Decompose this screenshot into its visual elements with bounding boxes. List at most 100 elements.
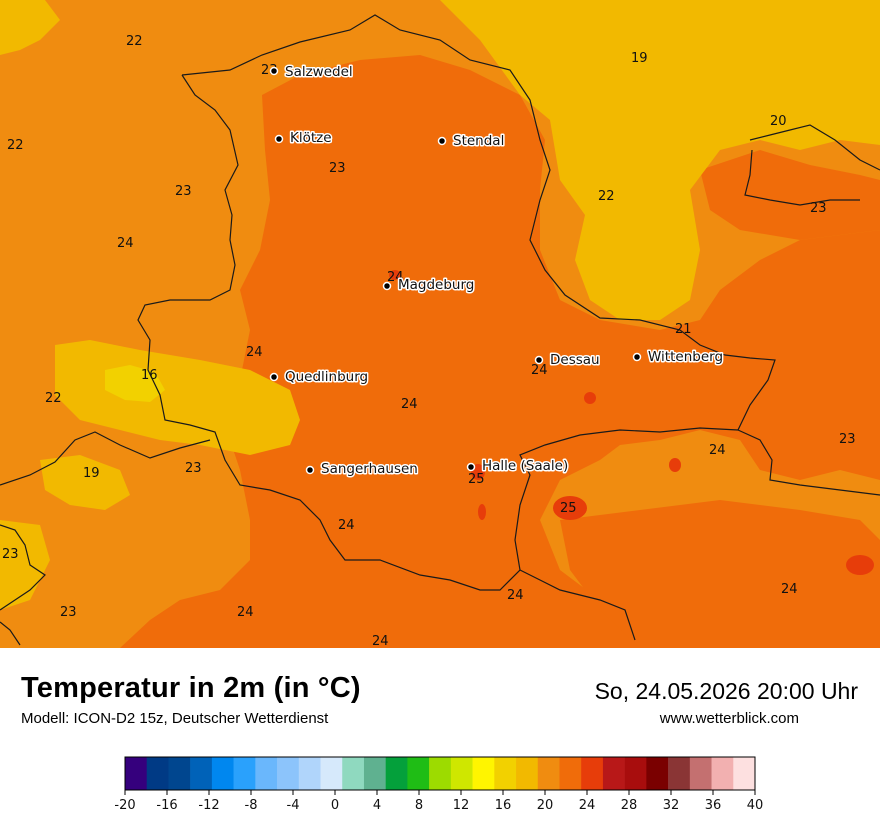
legend-tick-label: -16 xyxy=(156,798,177,813)
legend-border xyxy=(124,756,756,791)
legend-tick-label: -20 xyxy=(114,798,135,813)
website-link[interactable]: www.wetterblick.com xyxy=(659,710,799,727)
hotspot-dessau-south xyxy=(584,392,596,404)
state-border-saxony-anhalt xyxy=(181,14,880,496)
legend-swatch xyxy=(646,757,669,790)
city-label: Magdeburg xyxy=(398,277,474,293)
hotspot-leipzig xyxy=(553,496,587,520)
temp-value: 19 xyxy=(83,466,100,481)
temp-zone-24-26-south xyxy=(560,500,880,648)
temp-value: 24 xyxy=(338,518,355,533)
state-border-west-edge xyxy=(0,621,21,646)
city-label: Wittenberg xyxy=(648,349,723,365)
legend-tick-label: 28 xyxy=(621,798,638,813)
temp-zone-20-22-southwest xyxy=(40,455,130,510)
state-border-southwest-2 xyxy=(0,524,46,611)
temp-value: 19 xyxy=(631,51,648,66)
city-kloetze: Klötze xyxy=(274,129,333,148)
legend-swatch xyxy=(320,757,343,790)
temp-value: 22 xyxy=(7,138,24,153)
temp-value: 23 xyxy=(60,605,77,620)
temp-value: 22 xyxy=(45,391,62,406)
legend-swatch xyxy=(602,757,625,790)
hotspot-halle-south xyxy=(478,504,486,520)
legend-swatch xyxy=(277,757,300,790)
temp-zone-24-26 xyxy=(120,55,880,648)
legend-tick-label: 20 xyxy=(537,798,554,813)
legend-tick-label: 32 xyxy=(663,798,680,813)
temp-value: 25 xyxy=(468,472,485,487)
legend-tick-label: -12 xyxy=(198,798,219,813)
legend-swatch xyxy=(125,757,148,790)
legend-swatch xyxy=(233,757,256,790)
state-border-south xyxy=(519,569,636,641)
legend-swatch xyxy=(559,757,582,790)
state-border-northeast xyxy=(749,124,880,171)
legend-swatch xyxy=(146,757,169,790)
legend-swatch xyxy=(385,757,408,790)
temp-value: 22 xyxy=(126,34,143,49)
model-info: Modell: ICON-D2 15z, Deutscher Wetterdie… xyxy=(21,710,329,727)
city-quedlinburg: Quedlinburg xyxy=(269,368,370,387)
hotspot-far-east xyxy=(846,555,874,575)
legend-swatch xyxy=(211,757,234,790)
color-legend: -20 -16 -12 -8 -4 0 4 8 12 16 20 24 28 32 36 40 xyxy=(114,756,763,813)
temp-value: 24 xyxy=(531,363,548,378)
temp-value: 23 xyxy=(839,432,856,447)
temp-value: 25 xyxy=(560,501,577,516)
temp-value: 24 xyxy=(387,270,404,285)
temp-value: 24 xyxy=(237,605,254,620)
temp-value: 21 xyxy=(675,322,692,337)
legend-swatch xyxy=(494,757,517,790)
temp-value: 24 xyxy=(246,345,263,360)
legend-ticks: -20 -16 -12 -8 -4 0 4 8 12 16 20 24 28 32 36 40 xyxy=(114,790,763,813)
city-label: Klötze xyxy=(290,130,332,146)
legend-swatch xyxy=(581,757,604,790)
city-stendal: Stendal xyxy=(437,132,506,151)
legend-tick-label: 0 xyxy=(331,798,339,813)
legend-swatch xyxy=(363,757,386,790)
legend-swatch xyxy=(407,757,430,790)
city-label: Halle (Saale) xyxy=(482,458,568,474)
city-label: Stendal xyxy=(453,133,504,149)
temperature-labels: 22 23 19 22 20 23 23 22 23 24 21 24 16 2… xyxy=(2,34,856,648)
legend-swatch xyxy=(190,757,213,790)
temp-value: 23 xyxy=(810,201,827,216)
legend-swatch xyxy=(711,757,734,790)
temp-value: 20 xyxy=(770,114,787,129)
legend-tick-label: 40 xyxy=(747,798,764,813)
legend-tick-label: 4 xyxy=(373,798,381,813)
legend-tick-label: 16 xyxy=(495,798,512,813)
state-border-west xyxy=(137,74,739,591)
legend-tick-label: 8 xyxy=(415,798,423,813)
city-magdeburg: Magdeburg xyxy=(382,276,476,295)
temp-value: 23 xyxy=(329,161,346,176)
legend-swatch xyxy=(450,757,473,790)
legend-swatch xyxy=(342,757,365,790)
temp-value: 24 xyxy=(709,443,726,458)
temp-value: 16 xyxy=(141,368,158,383)
city-label: Salzwedel xyxy=(285,64,353,80)
legend-swatch xyxy=(624,757,647,790)
temp-zone-24-26-east xyxy=(700,150,880,240)
legend-swatch xyxy=(689,757,712,790)
state-border-east-small xyxy=(744,149,860,206)
temp-zone-20-22-northwest xyxy=(0,0,60,55)
temp-zone-20-22-corner xyxy=(0,520,50,610)
legend-swatch xyxy=(472,757,495,790)
hotspot-east xyxy=(669,458,681,472)
legend-swatch xyxy=(668,757,691,790)
map-footer: Temperatur in 2m (in °C) Modell: ICON-D2… xyxy=(0,648,880,830)
map-title: Temperatur in 2m (in °C) xyxy=(21,672,361,704)
city-salzwedel: Salzwedel xyxy=(269,63,354,82)
city-dessau: Dessau xyxy=(534,351,601,370)
legend-swatch xyxy=(537,757,560,790)
legend-swatch xyxy=(733,757,756,790)
legend-tick-label: -8 xyxy=(245,798,258,813)
legend-tick-label: 24 xyxy=(579,798,596,813)
temp-value: 23 xyxy=(175,184,192,199)
temp-value: 23 xyxy=(185,461,202,476)
legend-tick-label: 12 xyxy=(453,798,470,813)
hotspot-magdeburg xyxy=(389,270,401,280)
temp-value: 22 xyxy=(598,189,615,204)
